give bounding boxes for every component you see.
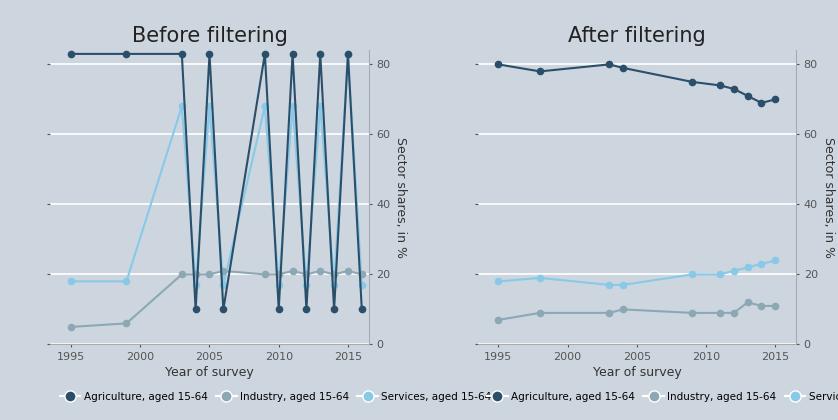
X-axis label: Year of survey: Year of survey xyxy=(592,366,681,379)
Title: Before filtering: Before filtering xyxy=(132,26,287,46)
Y-axis label: Sector shares, in %: Sector shares, in % xyxy=(821,137,835,258)
Legend: Agriculture, aged 15-64, Industry, aged 15-64, Services, aged 15-64: Agriculture, aged 15-64, Industry, aged … xyxy=(55,388,495,406)
Title: After filtering: After filtering xyxy=(568,26,706,46)
X-axis label: Year of survey: Year of survey xyxy=(165,366,254,379)
Legend: Agriculture, aged 15-64, Industry, aged 15-64, Services, aged 15-64: Agriculture, aged 15-64, Industry, aged … xyxy=(483,388,838,406)
Y-axis label: Sector shares, in %: Sector shares, in % xyxy=(394,137,407,258)
